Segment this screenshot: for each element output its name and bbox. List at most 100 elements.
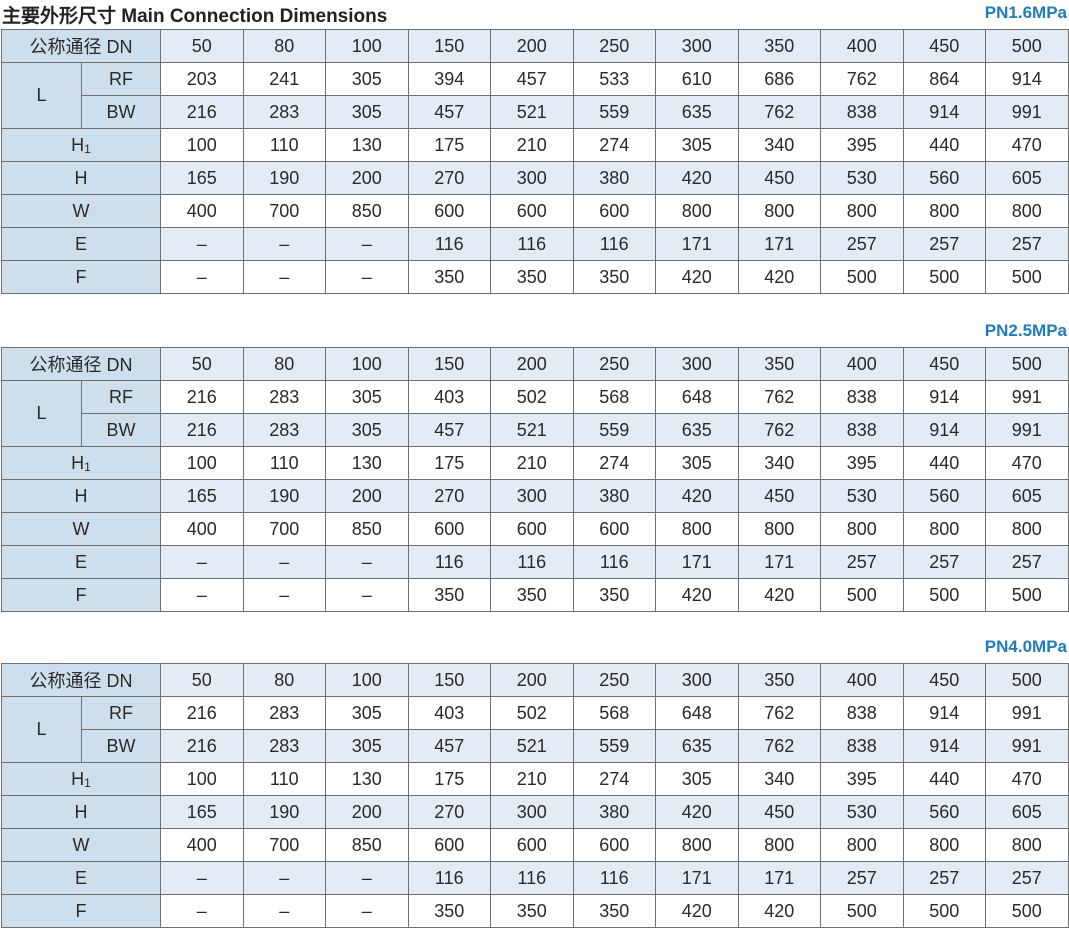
value-cell: 530 xyxy=(820,795,904,829)
value-cell: – xyxy=(242,545,326,579)
dn-cell: 200 xyxy=(490,663,574,697)
value-cell: 500 xyxy=(820,894,904,928)
value-cell: 175 xyxy=(407,762,491,796)
value-cell: 914 xyxy=(985,62,1069,96)
value-cell: 450 xyxy=(737,161,821,195)
row-label-subscript: 1 xyxy=(84,141,91,156)
value-cell: 800 xyxy=(737,828,821,862)
value-cell: 500 xyxy=(985,894,1069,928)
table-row: E – – –116 116 116 171 171 257 257 257 xyxy=(1,227,1069,261)
value-cell: 800 xyxy=(655,194,739,228)
row-label: H xyxy=(1,795,161,829)
table-row: E – – –116 116 116 171 171 257 257 257 xyxy=(1,861,1069,895)
value-cell: 800 xyxy=(737,512,821,546)
row-label-text: H xyxy=(71,134,85,155)
dn-cell: 80 xyxy=(242,29,326,63)
value-cell: 380 xyxy=(572,161,656,195)
dn-cell: 300 xyxy=(655,347,739,381)
dn-cell: 300 xyxy=(655,663,739,697)
table-row: H1 100 110 130 175 210 274 305 340 395 440 470 xyxy=(1,762,1069,796)
value-cell: 395 xyxy=(820,128,904,162)
value-cell: 800 xyxy=(985,194,1069,228)
value-cell: 283 xyxy=(242,380,326,414)
value-cell: 914 xyxy=(902,380,986,414)
value-cell: 171 xyxy=(655,861,739,895)
dn-cell: 100 xyxy=(325,663,409,697)
value-cell: 502 xyxy=(490,696,574,730)
dn-cell: 250 xyxy=(572,663,656,697)
dn-cell: 500 xyxy=(985,29,1069,63)
table-row: BW 216 283 305 457 521 559 635 762 838 914 991 xyxy=(2,95,1069,129)
value-cell: 350 xyxy=(407,578,491,612)
row-label: BW xyxy=(81,729,161,763)
row-label-text: W xyxy=(72,200,90,221)
value-cell: 300 xyxy=(490,161,574,195)
row-label-text: H xyxy=(74,167,88,188)
value-cell: 216 xyxy=(160,696,244,730)
value-cell: 605 xyxy=(985,795,1069,829)
value-cell: 130 xyxy=(325,128,409,162)
value-cell: 274 xyxy=(572,762,656,796)
value-cell: – xyxy=(325,227,409,261)
value-cell: 116 xyxy=(572,227,656,261)
value-cell: 800 xyxy=(985,828,1069,862)
value-cell: 700 xyxy=(242,194,326,228)
row-label: F xyxy=(1,578,161,612)
dn-cell: 50 xyxy=(160,347,244,381)
value-cell: 838 xyxy=(820,380,904,414)
value-cell: 171 xyxy=(655,227,739,261)
row-label-text: F xyxy=(75,584,87,605)
value-cell: 350 xyxy=(407,894,491,928)
table-row: F – – –350 350 350 420 420 500 500 500 xyxy=(1,578,1069,612)
row-label: W xyxy=(1,828,161,862)
row-label-text: F xyxy=(75,900,87,921)
value-cell: 130 xyxy=(325,762,409,796)
dn-cell: 350 xyxy=(737,663,821,697)
value-cell: 500 xyxy=(902,894,986,928)
value-cell: 762 xyxy=(737,95,821,129)
value-cell: 110 xyxy=(242,446,326,480)
value-cell: 600 xyxy=(407,828,491,862)
value-cell: 568 xyxy=(572,380,656,414)
value-cell: 257 xyxy=(820,545,904,579)
value-cell: 559 xyxy=(572,95,656,129)
value-cell: 216 xyxy=(160,413,244,447)
value-cell: 283 xyxy=(242,413,326,447)
value-cell: 270 xyxy=(407,161,491,195)
dn-cell: 80 xyxy=(242,663,326,697)
row-label: H1 xyxy=(1,446,161,480)
pressure-rating-label: PN4.0MPa xyxy=(984,637,1067,656)
row-label-text: E xyxy=(74,551,87,572)
value-cell: 762 xyxy=(737,380,821,414)
value-cell: 420 xyxy=(655,894,739,928)
value-cell: 116 xyxy=(490,227,574,261)
value-cell: 283 xyxy=(242,95,326,129)
value-cell: 350 xyxy=(407,260,491,294)
value-cell: 457 xyxy=(490,62,574,96)
value-cell: 116 xyxy=(490,861,574,895)
value-cell: 200 xyxy=(325,161,409,195)
value-cell: 914 xyxy=(902,95,986,129)
value-cell: 190 xyxy=(242,795,326,829)
row-label-text: F xyxy=(75,266,87,287)
value-cell: 521 xyxy=(490,95,574,129)
value-cell: 210 xyxy=(490,762,574,796)
value-cell: 991 xyxy=(985,696,1069,730)
table-row: BW 216 283 305 457 521 559 635 762 838 914 991 xyxy=(2,413,1069,447)
value-cell: 216 xyxy=(160,380,244,414)
value-cell: 350 xyxy=(572,578,656,612)
value-cell: 130 xyxy=(325,446,409,480)
value-cell: 521 xyxy=(490,413,574,447)
table-row: L RF 216 283 305 403 502 568 648 762 838 914 991 xyxy=(1,380,1069,447)
table-row: H 165 190 200 270 300 380 420 450 530 560 605 xyxy=(1,795,1069,829)
dimension-table: 公称通径 DN 50 80 100 150 200 250 300 350 400 450 500 L R… xyxy=(1,347,1069,612)
value-cell: 420 xyxy=(737,578,821,612)
row-label-text: H xyxy=(74,801,88,822)
value-cell: 165 xyxy=(160,161,244,195)
row-label: W xyxy=(1,194,161,228)
value-cell: 394 xyxy=(407,62,491,96)
value-cell: 116 xyxy=(407,227,491,261)
value-cell: – xyxy=(325,894,409,928)
value-cell: 257 xyxy=(820,227,904,261)
value-cell: 171 xyxy=(737,861,821,895)
